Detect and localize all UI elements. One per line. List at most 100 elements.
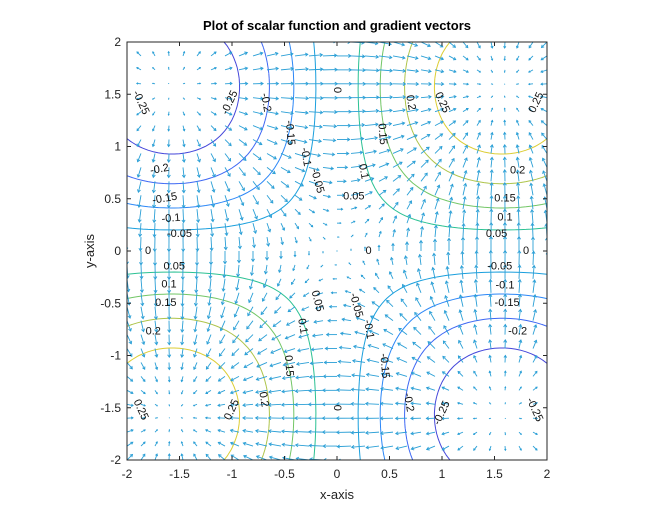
chart-title: Plot of scalar function and gradient vec… xyxy=(203,18,471,33)
gradient-vector xyxy=(181,153,186,163)
gradient-vector xyxy=(462,169,468,182)
gradient-vector xyxy=(413,326,422,335)
gradient-vector xyxy=(180,376,184,383)
contour-label: 0.05 xyxy=(486,228,507,240)
gradient-vector xyxy=(140,441,146,447)
gradient-vector xyxy=(516,182,521,196)
gradient-vector xyxy=(371,301,380,308)
gradient-vector xyxy=(196,167,201,179)
gradient-vector xyxy=(399,312,408,321)
gradient-vector xyxy=(180,362,184,371)
gradient-vector xyxy=(502,169,507,182)
gradient-vector xyxy=(462,69,469,73)
gradient-vector xyxy=(152,97,156,100)
gradient-vector xyxy=(306,264,310,270)
gradient-vector xyxy=(205,441,212,447)
gradient-vector xyxy=(304,278,310,284)
gradient-vector xyxy=(325,332,337,337)
gradient-vector xyxy=(410,386,422,391)
gradient-vector xyxy=(180,320,185,333)
gradient-vector xyxy=(322,53,338,58)
gradient-vector xyxy=(420,198,426,210)
gradient-vector xyxy=(459,264,464,279)
gradient-vector xyxy=(430,281,436,293)
gradient-vector xyxy=(247,306,254,317)
gradient-vector xyxy=(139,278,144,294)
gradient-vector xyxy=(410,401,422,406)
gradient-vector xyxy=(192,416,198,419)
gradient-vector xyxy=(221,278,226,292)
gradient-vector xyxy=(217,376,226,382)
gradient-vector xyxy=(180,292,185,307)
gradient-vector xyxy=(140,376,146,383)
gradient-vector xyxy=(252,209,258,220)
gradient-vector xyxy=(238,209,244,221)
gradient-vector xyxy=(473,354,478,363)
gradient-vector xyxy=(217,416,226,420)
gradient-vector xyxy=(210,167,216,178)
gradient-vector xyxy=(258,334,268,342)
gradient-vector xyxy=(224,139,232,147)
contour-line xyxy=(127,42,547,460)
gradient-vector xyxy=(196,111,201,116)
y-tick-label: -2 xyxy=(110,453,121,467)
gradient-vector xyxy=(294,402,310,407)
gradient-vector xyxy=(252,96,264,101)
gradient-vector xyxy=(503,107,506,112)
gradient-vector xyxy=(335,416,352,421)
gradient-vector xyxy=(489,195,494,210)
gradient-vector xyxy=(275,292,282,301)
gradient-vector xyxy=(342,303,352,308)
gradient-vector xyxy=(152,67,156,71)
gradient-vector xyxy=(281,375,296,381)
gradient-vector xyxy=(517,278,522,293)
gradient-vector xyxy=(364,122,379,127)
contour-label: -0.1 xyxy=(496,279,515,291)
gradient-vector xyxy=(181,223,186,238)
gradient-vector xyxy=(378,81,394,86)
gradient-vector xyxy=(350,109,366,114)
gradient-vector xyxy=(406,173,415,182)
gradient-vector xyxy=(136,167,142,178)
gradient-vector xyxy=(307,251,311,256)
gradient-vector xyxy=(294,52,309,57)
gradient-vector xyxy=(322,444,337,449)
gradient-vector xyxy=(181,237,186,253)
gradient-vector xyxy=(224,111,233,116)
gradient-vector xyxy=(140,453,146,460)
gradient-vector xyxy=(322,388,337,393)
contour-label: -0.15 xyxy=(283,120,297,146)
gradient-vector xyxy=(322,166,335,171)
gradient-vector xyxy=(235,278,240,291)
gradient-vector xyxy=(443,325,450,335)
gradient-vector xyxy=(210,181,216,193)
gradient-vector xyxy=(518,354,523,363)
gradient-vector xyxy=(152,223,157,238)
gradient-vector xyxy=(406,227,411,238)
gradient-vector xyxy=(280,52,294,57)
gradient-vector xyxy=(322,208,330,212)
gradient-vector xyxy=(461,222,466,238)
gradient-vector xyxy=(502,156,507,168)
gradient-vector xyxy=(515,83,520,85)
gradient-vector xyxy=(364,401,380,406)
contour-label: 0 xyxy=(331,87,343,93)
gradient-vector xyxy=(406,213,412,224)
gradient-vector xyxy=(354,330,366,336)
gradient-vector xyxy=(229,389,240,395)
gradient-vector xyxy=(410,416,422,421)
gradient-vector xyxy=(394,416,408,421)
gradient-vector xyxy=(219,320,226,332)
gradient-vector xyxy=(248,278,254,290)
gradient-vector xyxy=(318,278,324,282)
gradient-vector xyxy=(229,403,240,408)
gradient-vector xyxy=(308,208,316,214)
gradient-vector xyxy=(299,320,310,325)
gradient-vector xyxy=(490,95,494,99)
gradient-vector xyxy=(268,389,282,394)
gradient-vector xyxy=(358,288,366,294)
gradient-vector xyxy=(322,374,337,379)
gradient-vector xyxy=(392,55,406,60)
gradient-vector xyxy=(182,66,185,71)
gradient-vector xyxy=(425,445,436,451)
